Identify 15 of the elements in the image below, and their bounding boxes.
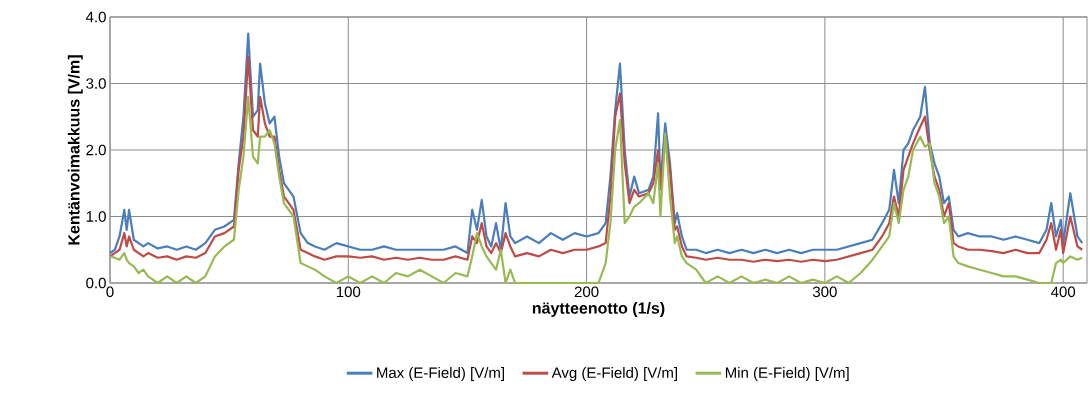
x-tick-label: 100 <box>336 286 361 298</box>
x-tick-label: 300 <box>812 286 837 298</box>
y-tick-label: 1.0 <box>86 211 106 222</box>
y-tick-label: 4.0 <box>85 11 106 23</box>
y-axis-title: Kentänvoimakkuus [V/m] <box>67 55 83 245</box>
legend-label: Min (E-Field) [V/m] <box>725 367 849 381</box>
x-axis-title: näytteenotto (1/s) <box>532 302 665 317</box>
x-tick-label: 200 <box>574 286 599 298</box>
legend-label: Max (E-Field) [V/m] <box>377 367 504 381</box>
x-tick-label: 400 <box>1051 286 1076 298</box>
y-tick-label: 2.0 <box>86 144 106 156</box>
y-tick-label: 3.0 <box>86 78 106 89</box>
legend-label: Avg (E-Field) [V/m] <box>551 367 677 381</box>
x-tick-label: 0 <box>106 286 114 298</box>
y-tick-label: 0.0 <box>86 277 106 289</box>
